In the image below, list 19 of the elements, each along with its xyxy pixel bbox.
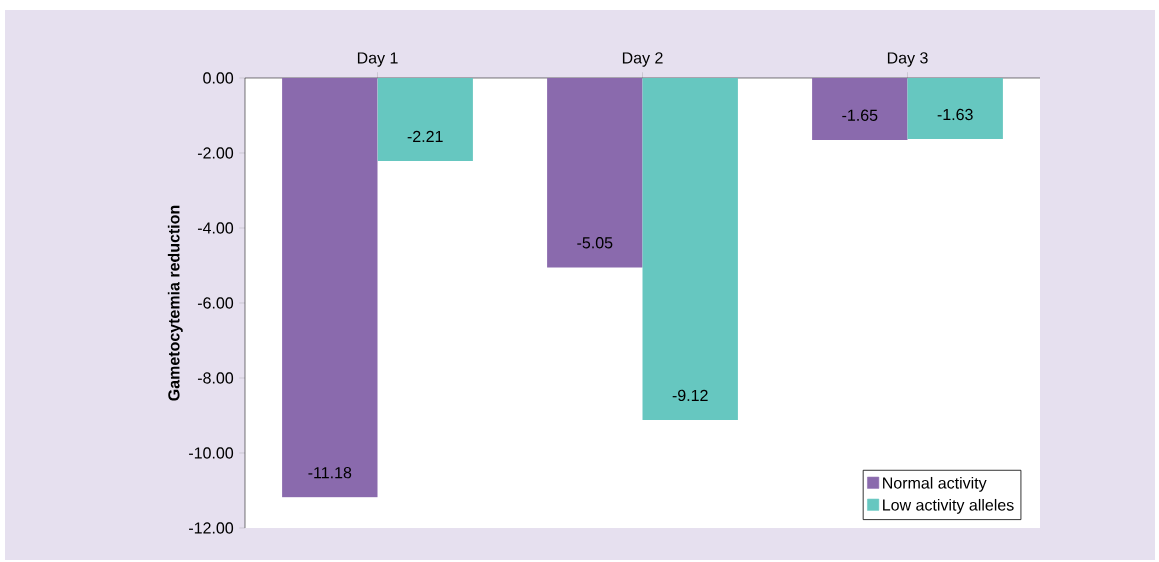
- y-tick-label: -12.00: [189, 522, 234, 534]
- data-label: -2.21: [407, 130, 443, 142]
- y-tick-label: -8.00: [197, 372, 234, 384]
- y-tick-label: -2.00: [197, 147, 234, 159]
- data-label: -5.05: [577, 237, 613, 249]
- data-label: -1.65: [842, 109, 878, 121]
- x-tick-label: Day 3: [887, 52, 928, 67]
- y-tick-label: -4.00: [197, 222, 234, 234]
- legend-label: Normal activity: [883, 476, 987, 492]
- x-tick-label: Day 2: [622, 52, 663, 67]
- data-label: -1.63: [937, 108, 973, 121]
- legend-label: Low activity alleles: [883, 498, 1014, 514]
- x-tick-label: Day 1: [357, 52, 398, 67]
- data-label: -11.18: [308, 466, 352, 479]
- y-axis-title: Gametocytemia reduction: [167, 205, 183, 401]
- y-tick-label: -6.00: [197, 297, 234, 309]
- y-tick-label: 0.00: [203, 72, 234, 84]
- y-tick-label: -10.00: [189, 447, 234, 459]
- data-label: -9.12: [672, 389, 708, 402]
